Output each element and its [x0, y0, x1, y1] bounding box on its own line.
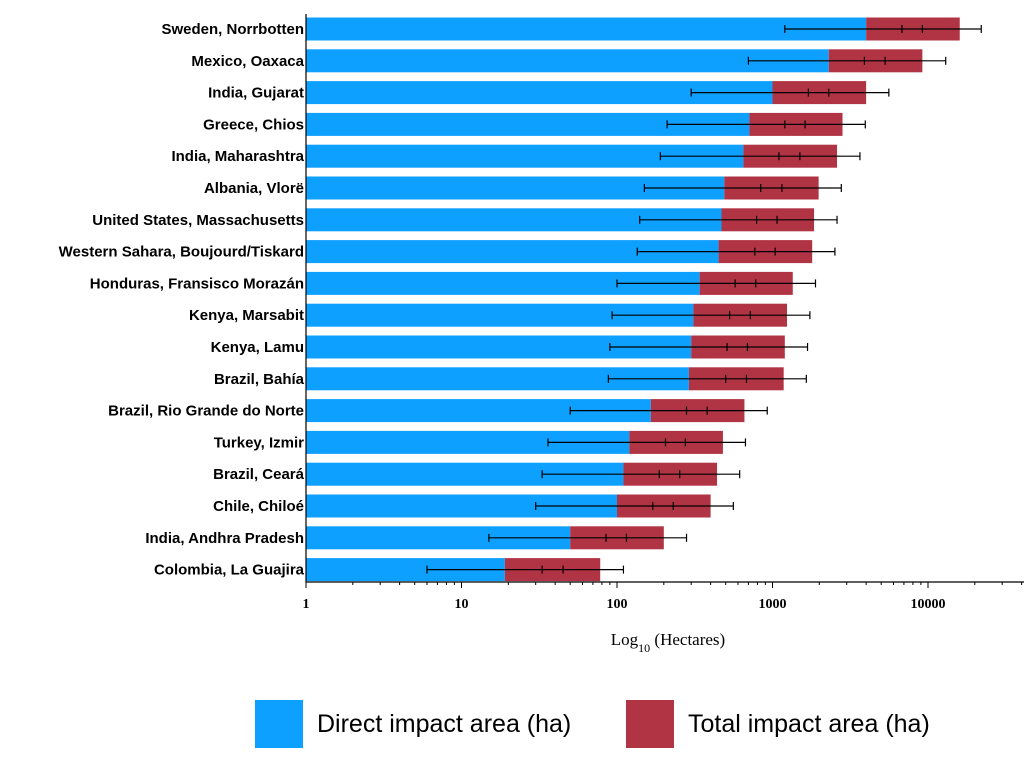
error-bar-row-14: [541, 470, 741, 479]
error-bar-row-13: [547, 438, 747, 447]
x-tick-label-10000: 10000: [911, 597, 946, 612]
error-bar-row-17: [426, 565, 625, 574]
legend-swatch-total: [626, 700, 674, 748]
category-label-row-1: Mexico, Oaxaca: [191, 53, 304, 70]
bar-direct-row-13: [306, 430, 630, 454]
error-bar-row-10: [609, 343, 809, 351]
error-bar-row-9: [611, 311, 811, 320]
bar-direct-row-2: [306, 81, 773, 105]
error-bar-row-16: [488, 533, 688, 542]
bar-direct-row-17: [306, 558, 505, 582]
category-label-row-11: Brazil, Bahía: [214, 371, 305, 388]
category-label-row-10: Kenya, Lamu: [211, 339, 304, 356]
x-axis-title-subscript: 10: [638, 641, 650, 655]
category-labels: Sweden, Norrbotten Mexico, Oaxaca India, G…: [59, 21, 305, 579]
x-tick-label-100: 100: [607, 597, 628, 612]
category-label-row-14: Brazil, Ceará: [213, 466, 305, 483]
category-label-row-13: Turkey, Izmir: [214, 434, 304, 451]
legend: Direct impact area (ha) Total impact are…: [0, 700, 1025, 748]
x-axis-title-rest: (Hectares): [650, 630, 725, 649]
category-label-row-6: United States, Massachusetts: [92, 212, 304, 229]
x-axis-title-main: Log: [611, 630, 639, 649]
error-bar-row-12: [569, 406, 768, 415]
category-label-row-5: Albania, Vlorë: [204, 180, 304, 197]
error-bar-row-1: [747, 56, 947, 65]
error-bar-row-2: [690, 88, 890, 97]
error-bar-row-3: [666, 120, 866, 129]
bar-direct-row-15: [306, 494, 617, 518]
error-bar-row-6: [639, 215, 838, 224]
category-label-row-7: Western Sahara, Boujourd/Tiskard: [59, 244, 304, 261]
x-tick-label-10: 10: [455, 597, 469, 612]
axes: 1 10 100 1000 10000: [303, 14, 1024, 612]
error-bar-row-0: [784, 25, 982, 33]
category-label-row-9: Kenya, Marsabit: [189, 307, 304, 324]
bar-direct-row-0: [306, 17, 867, 41]
error-bar-row-8: [616, 279, 817, 288]
legend-swatch-direct: [255, 700, 303, 748]
legend-item-direct: Direct impact area (ha): [255, 700, 571, 748]
bar-direct-row-5: [306, 176, 725, 200]
bar-direct-row-3: [306, 112, 750, 136]
category-label-row-3: Greece, Chios: [203, 116, 304, 133]
bar-direct-row-16: [306, 526, 571, 550]
category-label-row-16: India, Andhra Pradesh: [145, 530, 304, 547]
category-label-row-17: Colombia, La Guajira: [154, 562, 305, 579]
category-label-row-15: Chile, Chiloé: [213, 498, 304, 515]
bars-layer: [306, 17, 960, 582]
error-bar-row-4: [659, 152, 861, 161]
bar-direct-row-1: [306, 49, 829, 73]
bar-direct-row-8: [306, 271, 700, 295]
error-bar-row-15: [535, 502, 734, 510]
error-bars-layer: [426, 25, 982, 574]
bar-direct-row-7: [306, 240, 719, 264]
x-tick-label-1000: 1000: [759, 597, 787, 612]
category-label-row-2: India, Gujarat: [208, 85, 304, 102]
category-label-row-4: India, Maharashtra: [171, 148, 304, 165]
error-bar-row-5: [643, 184, 842, 192]
legend-label-direct: Direct impact area (ha): [317, 709, 572, 738]
category-label-row-0: Sweden, Norrbotten: [161, 21, 304, 38]
bar-direct-row-9: [306, 303, 694, 327]
bar-direct-row-11: [306, 367, 689, 391]
legend-item-total: Total impact area (ha): [626, 700, 930, 748]
x-tick-label-1: 1: [303, 597, 310, 612]
legend-label-total: Total impact area (ha): [688, 709, 930, 738]
bar-direct-row-10: [306, 335, 692, 359]
bar-direct-row-6: [306, 208, 722, 232]
category-label-row-12: Brazil, Rio Grande do Norte: [108, 403, 304, 420]
error-bar-row-7: [636, 247, 836, 256]
category-label-row-8: Honduras, Fransisco Morazán: [90, 275, 304, 292]
x-axis-title: Log10 (Hectares): [611, 630, 725, 655]
error-bar-row-11: [607, 374, 807, 383]
bar-direct-row-4: [306, 144, 744, 168]
bar-direct-row-14: [306, 462, 624, 486]
bar-direct-row-12: [306, 399, 651, 423]
